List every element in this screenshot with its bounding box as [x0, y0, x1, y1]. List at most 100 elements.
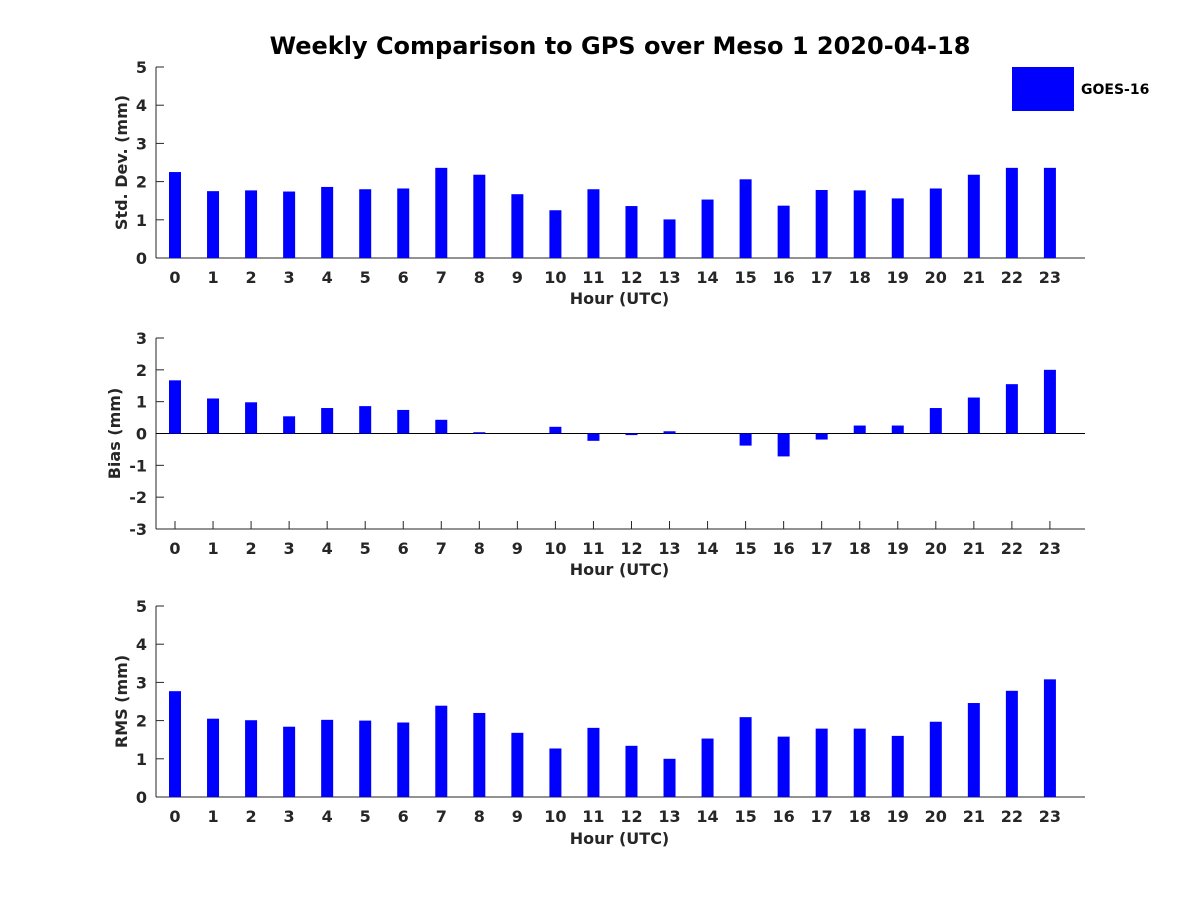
y-tick-label: 5	[136, 58, 147, 77]
bar-hour-1	[207, 398, 220, 434]
x-tick-label: 22	[1001, 268, 1023, 287]
x-tick-label: 18	[849, 268, 871, 287]
x-tick-label: 18	[849, 539, 871, 558]
bar-hour-16	[777, 736, 790, 797]
bar-hour-13	[663, 758, 676, 797]
bar-hour-3	[283, 191, 296, 258]
x-tick-label: 1	[207, 807, 218, 826]
bar-hour-13	[663, 431, 676, 434]
x-tick-label: 23	[1039, 539, 1061, 558]
bar-hour-16	[777, 205, 790, 258]
bar-hour-9	[511, 732, 524, 797]
x-tick-label: 14	[696, 539, 718, 558]
x-tick-label: 16	[773, 807, 795, 826]
x-tick-label: 20	[925, 268, 947, 287]
x-tick-label: 13	[658, 807, 680, 826]
legend-swatch	[1012, 67, 1074, 111]
bar-hour-3	[283, 416, 296, 434]
x-tick-label: 3	[284, 268, 295, 287]
x-tick-label: 5	[360, 268, 371, 287]
y-tick-label: 4	[136, 96, 147, 115]
x-tick-label: 18	[849, 807, 871, 826]
bar-hour-18	[853, 190, 866, 258]
bar-hour-23	[1043, 369, 1056, 434]
x-tick-label: 11	[582, 807, 604, 826]
bar-hour-15	[739, 179, 752, 258]
x-tick-label: 22	[1001, 807, 1023, 826]
bar-hour-12	[625, 206, 638, 258]
bar-hour-12	[625, 433, 638, 436]
bar-hour-0	[169, 172, 181, 258]
x-tick-label: 11	[582, 268, 604, 287]
x-tick-label: 22	[1001, 539, 1023, 558]
bar-hour-22	[1005, 384, 1018, 434]
bar-hour-8	[473, 712, 486, 797]
bar-hour-14	[701, 738, 714, 797]
x-tick-label: 21	[963, 268, 985, 287]
bar-hour-15	[739, 717, 752, 797]
bar-hour-0	[169, 691, 181, 797]
x-tick-label: 13	[658, 268, 680, 287]
bar-hour-14	[701, 199, 714, 258]
x-tick-label: 10	[544, 807, 566, 826]
x-tick-label: 6	[398, 539, 409, 558]
x-tick-label: 13	[658, 539, 680, 558]
x-tick-label: 19	[887, 539, 909, 558]
y-tick-label: 2	[136, 173, 147, 192]
x-tick-label: 9	[512, 539, 523, 558]
y-tick-label: 5	[136, 597, 147, 616]
y-tick-label: 1	[136, 750, 147, 769]
bar-hour-21	[967, 703, 980, 797]
bar-hour-20	[929, 188, 942, 258]
x-axis-label: Hour (UTC)	[570, 829, 670, 848]
bar-hour-7	[435, 419, 448, 434]
x-tick-label: 7	[436, 539, 447, 558]
x-tick-label: 11	[582, 539, 604, 558]
y-tick-label: -1	[129, 456, 147, 475]
x-tick-label: 19	[887, 807, 909, 826]
x-tick-label: 17	[811, 539, 833, 558]
y-tick-label: 0	[136, 788, 147, 807]
x-tick-label: 8	[474, 807, 485, 826]
x-axis-label: Hour (UTC)	[570, 560, 670, 579]
bar-hour-16	[777, 433, 790, 457]
x-tick-label: 4	[322, 539, 333, 558]
y-tick-label: 3	[136, 673, 147, 692]
bar-hour-4	[321, 408, 334, 434]
bar-hour-1	[207, 191, 220, 258]
x-tick-label: 0	[169, 268, 180, 287]
x-tick-label: 23	[1039, 807, 1061, 826]
x-tick-label: 15	[734, 539, 756, 558]
y-axis-label: Std. Dev. (mm)	[112, 95, 131, 230]
x-tick-label: 8	[474, 268, 485, 287]
x-tick-label: 12	[620, 268, 642, 287]
bar-hour-20	[929, 721, 942, 797]
x-tick-label: 16	[773, 539, 795, 558]
x-tick-label: 10	[544, 268, 566, 287]
x-tick-label: 10	[544, 539, 566, 558]
bar-hour-18	[853, 425, 866, 434]
x-axis-label: Hour (UTC)	[570, 289, 670, 308]
bar-hour-2	[245, 720, 258, 797]
x-tick-label: 4	[322, 807, 333, 826]
bar-hour-17	[815, 728, 828, 797]
x-tick-label: 2	[246, 539, 257, 558]
bar-hour-2	[245, 402, 258, 434]
bar-hour-19	[891, 425, 904, 434]
x-tick-label: 0	[169, 807, 180, 826]
y-tick-label: 1	[136, 393, 147, 412]
bar-hour-11	[587, 727, 600, 797]
legend-label: GOES-16	[1081, 82, 1149, 98]
bar-hour-2	[245, 190, 258, 258]
bar-hour-11	[587, 189, 600, 258]
bar-hour-17	[815, 190, 828, 258]
x-tick-label: 2	[246, 807, 257, 826]
x-tick-label: 7	[436, 268, 447, 287]
y-tick-label: 3	[136, 329, 147, 348]
bar-hour-19	[891, 735, 904, 797]
bar-hour-5	[359, 189, 372, 258]
